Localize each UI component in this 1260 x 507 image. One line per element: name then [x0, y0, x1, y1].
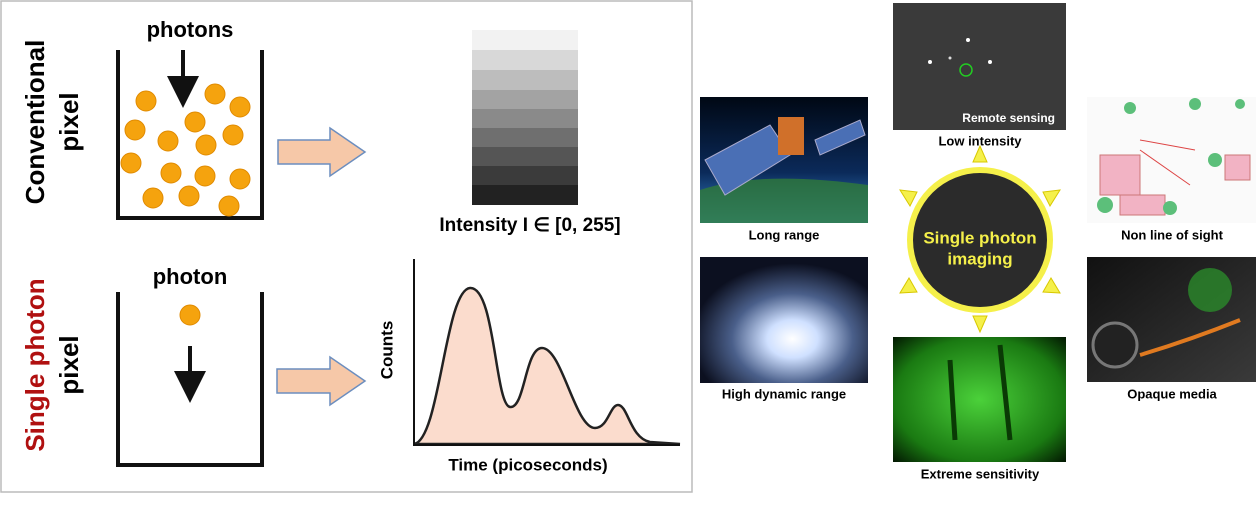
label-line: pixel	[54, 92, 84, 151]
center-label: imaging	[947, 249, 1012, 268]
image-sensitivity	[893, 337, 1066, 462]
image-low-intensity: Remote sensing	[893, 3, 1066, 130]
application-label: Low intensity	[938, 133, 1022, 148]
grayscale	[472, 30, 578, 205]
bucket-label: photons	[147, 17, 234, 42]
image-caption: Remote sensing	[962, 111, 1055, 125]
flow-arrow	[277, 126, 367, 178]
bucket	[116, 292, 264, 467]
bucket	[116, 50, 264, 220]
image-hdr	[700, 257, 868, 383]
histogram-curve	[413, 286, 681, 446]
application-label: Non line of sight	[1121, 227, 1223, 242]
y-axis-label: Counts	[377, 321, 396, 380]
single-photon-label: Single photon pixel	[20, 278, 84, 451]
photons	[120, 83, 251, 217]
bucket-label: photon	[153, 264, 228, 289]
application-label: Long range	[749, 227, 820, 242]
label-line: pixel	[54, 335, 84, 394]
label-line: Conventional	[20, 40, 50, 205]
axes	[413, 259, 680, 446]
center-circle	[907, 167, 1053, 313]
flow-arrow	[276, 355, 367, 407]
conventional-label: Conventional pixel	[20, 40, 84, 205]
application-label: Extreme sensitivity	[921, 466, 1040, 481]
left-panel	[0, 0, 693, 493]
label-line: Single photon	[20, 278, 50, 451]
application-label: High dynamic range	[722, 386, 846, 401]
photon	[179, 304, 201, 326]
center-label: Single photon	[923, 228, 1036, 247]
intensity-label: Intensity I ∈ [0, 255]	[439, 215, 620, 236]
rays	[899, 144, 1061, 334]
image-long-range	[700, 97, 868, 223]
x-axis-label: Time (picoseconds)	[448, 455, 607, 474]
image-opaque	[1087, 257, 1256, 382]
application-label: Opaque media	[1127, 386, 1217, 401]
image-nlos	[1087, 97, 1256, 223]
